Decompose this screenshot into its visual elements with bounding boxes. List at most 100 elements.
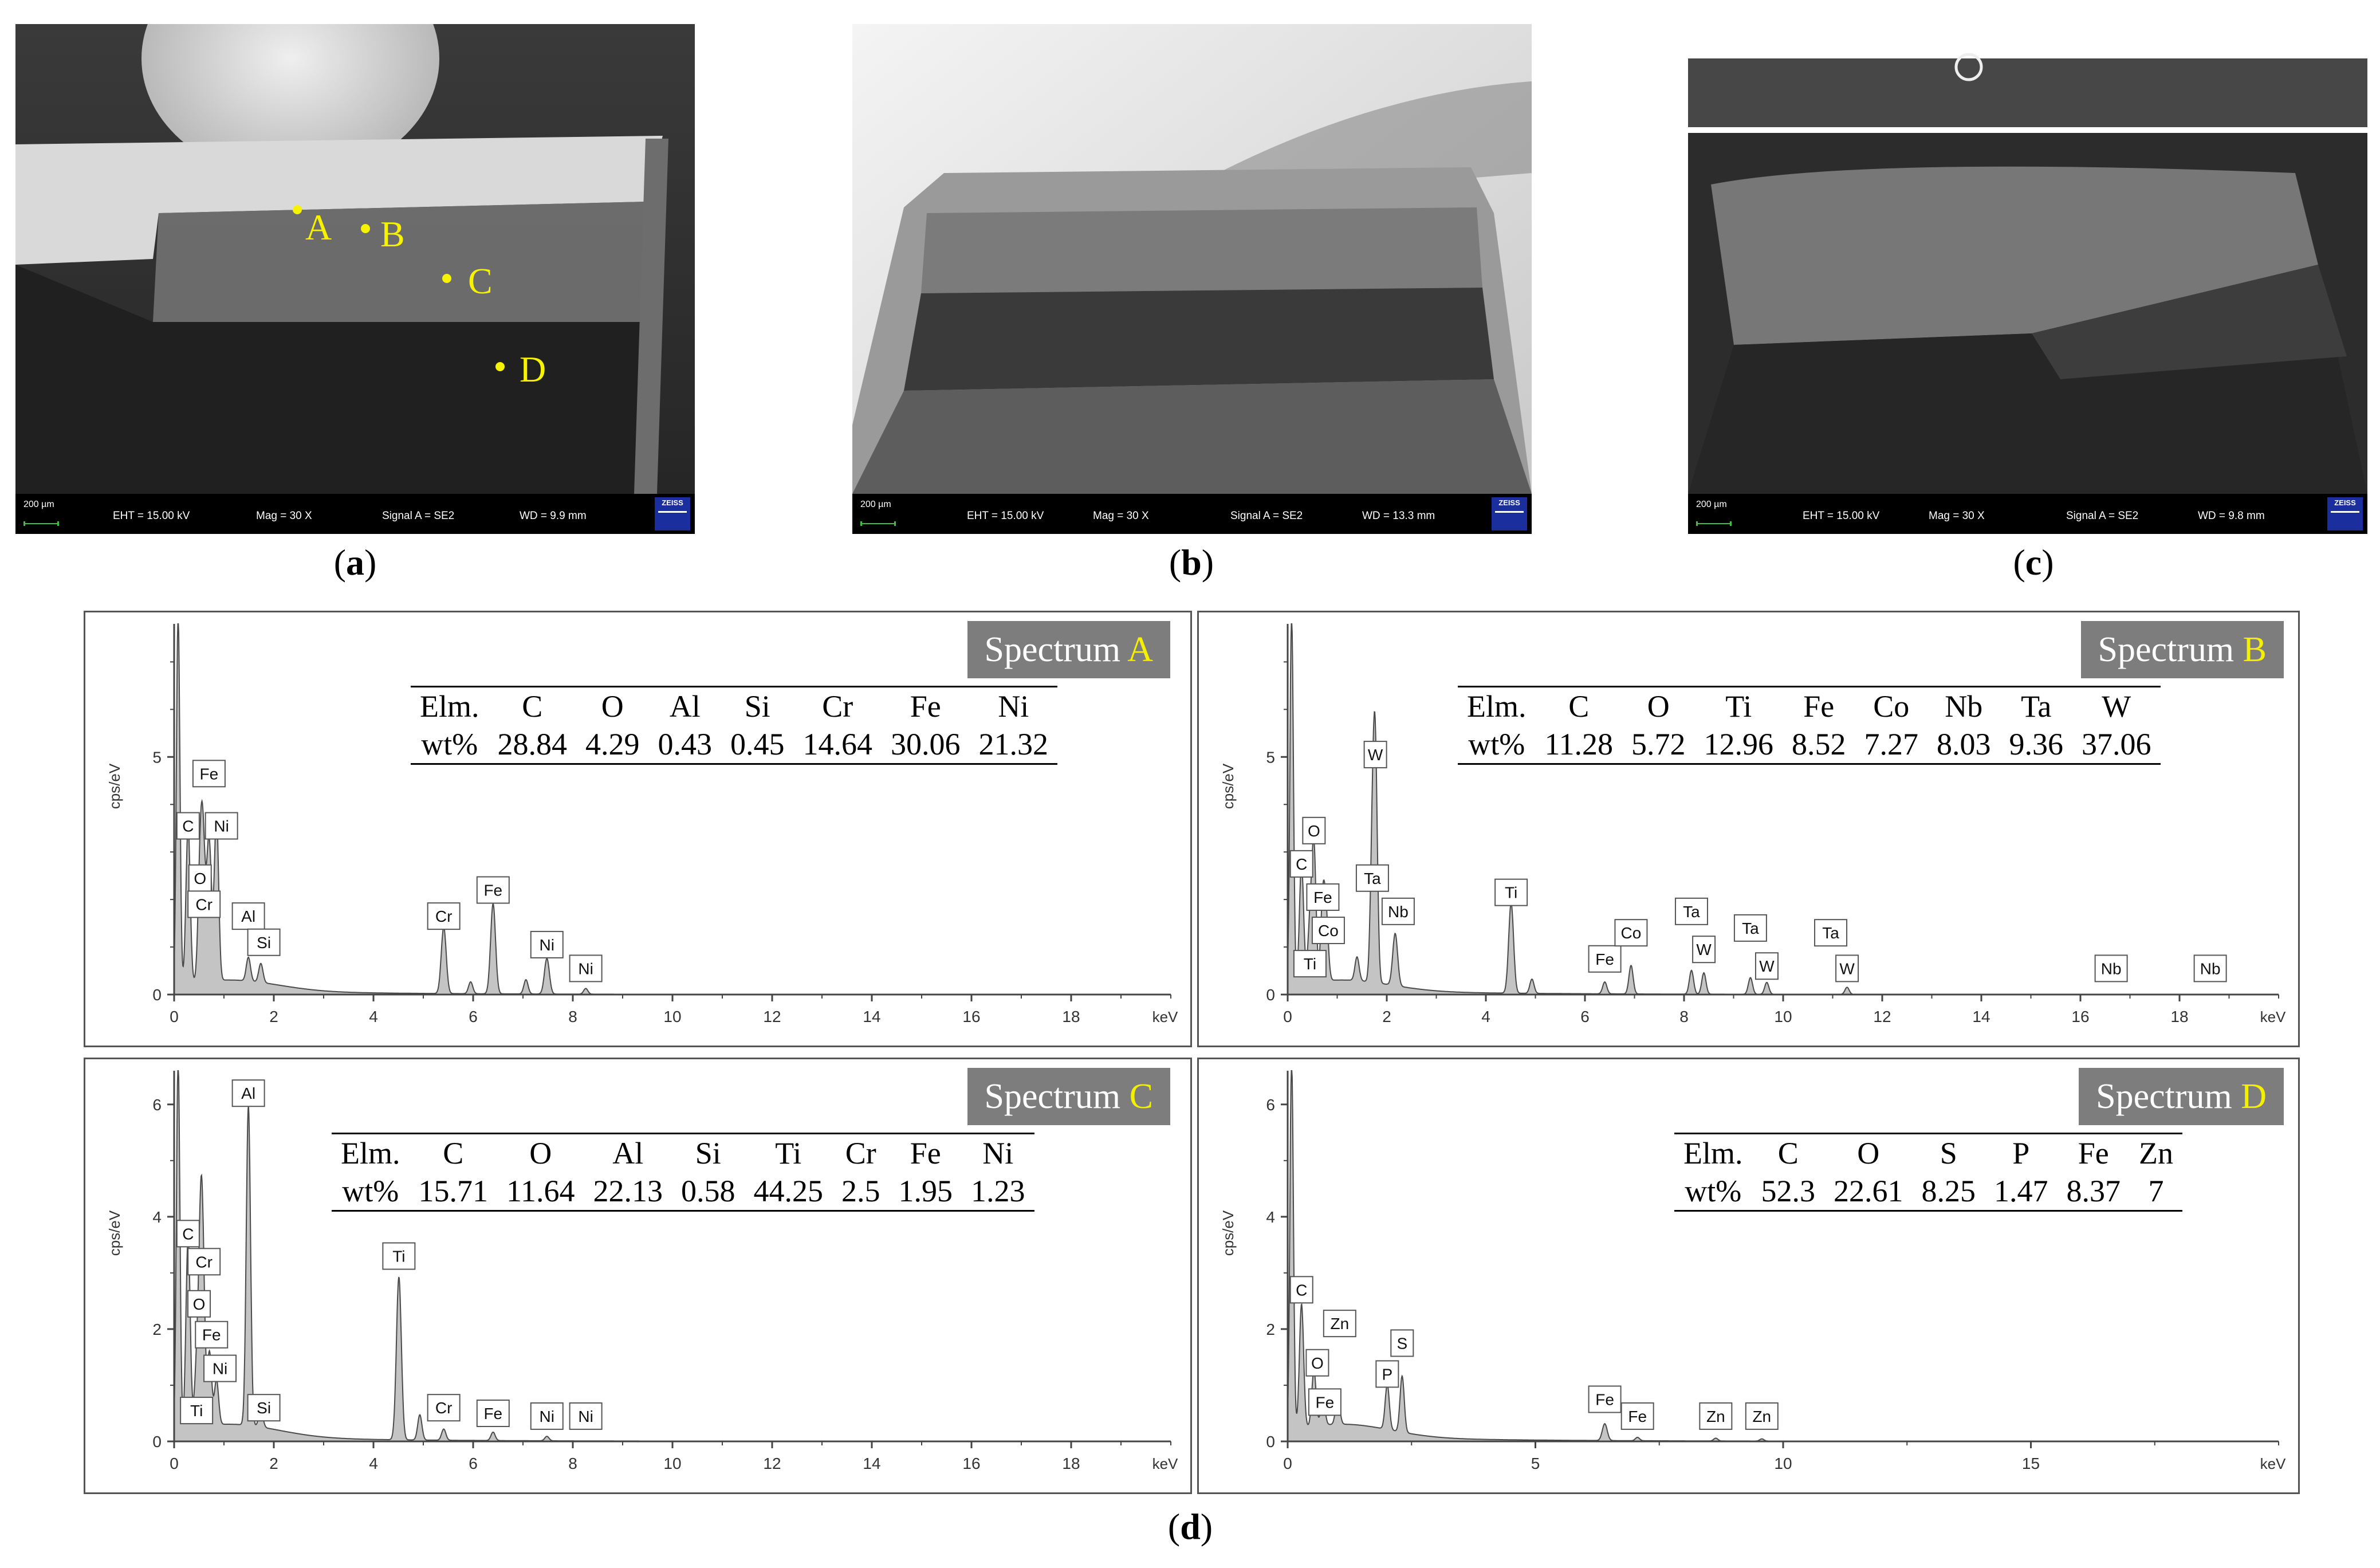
peak-label: Si: [247, 1394, 281, 1422]
scale-label: 200 µm: [23, 500, 54, 509]
peak-label: Ta: [1355, 864, 1389, 892]
spectrum-d-panel: 0 5 10 15 keV 0 2 4 6 cps/eV C Zn O Fe P S Fe Fe Zn Zn Spec…: [1197, 1058, 2300, 1494]
y-tick-label: 5: [152, 748, 162, 766]
peak-label: Ni: [530, 1402, 564, 1430]
x-tick-label: 18: [1062, 1455, 1080, 1472]
svg-text:W: W: [1759, 957, 1775, 975]
peak-label: O: [188, 864, 212, 892]
y-tick-label: 0: [1266, 1433, 1275, 1451]
y-axis-label: cps/eV: [1219, 763, 1237, 809]
y-axis-label: cps/eV: [106, 763, 123, 809]
y-axis-label: cps/eV: [106, 1210, 123, 1256]
mag-value: Mag = 30 X: [256, 510, 312, 522]
peak-label: Ni: [204, 812, 238, 840]
eht-value: EHT = 15.00 kV: [967, 510, 1044, 522]
spectrum-curve: [174, 1070, 1171, 1442]
peak-label: Fe: [192, 760, 226, 788]
peak-label: Al: [231, 1079, 265, 1107]
scale-bar: [23, 521, 59, 526]
wd-value: WD = 9.8 mm: [2198, 510, 2265, 522]
peak-label: C: [176, 1220, 200, 1248]
peak-label: C: [1289, 1276, 1313, 1304]
sem-image-c-texture: [1688, 24, 2367, 534]
svg-text:Ta: Ta: [1683, 903, 1700, 921]
y-tick-label: 6: [152, 1096, 162, 1114]
point-b-label: B: [380, 214, 405, 254]
zeiss-logo: ZEISS: [1492, 497, 1527, 530]
x-tick-label: 4: [369, 1455, 378, 1472]
spectrum-b-panel: 0 2 4 6 8 10 12 14 16 18 keV 0 5 cps/eV C O Fe Co Ti W Ta Nb T…: [1197, 611, 2300, 1047]
zeiss-logo: ZEISS: [2327, 497, 2363, 530]
eht-value: EHT = 15.00 kV: [1803, 510, 1880, 522]
x-tick-label: 5: [1531, 1455, 1540, 1472]
peak-label: W: [1835, 954, 1859, 983]
x-tick-label: 6: [469, 1455, 478, 1472]
y-tick-label: 2: [152, 1321, 162, 1338]
wd-value: WD = 13.3 mm: [1362, 510, 1435, 522]
peak-label: Fe: [1620, 1402, 1654, 1430]
x-tick-label: 4: [369, 1008, 378, 1025]
mag-value: Mag = 30 X: [1929, 510, 1985, 522]
x-axis-label: keV: [2260, 1008, 2286, 1025]
x-tick-label: 0: [170, 1008, 179, 1025]
svg-text:C: C: [1296, 1281, 1307, 1299]
signal-value: Signal A = SE2: [382, 510, 455, 522]
x-tick-label: 2: [269, 1455, 278, 1472]
spectrum-a-panel: 0 2 4 6 8 10 12 14 16 18 keV 0 5 cps/eV C Fe Ni O Cr Al Si Cr…: [84, 611, 1192, 1047]
peak-label: Cr: [187, 890, 221, 918]
sem-image-b-texture: [852, 24, 1532, 534]
peak-label: Fe: [476, 1399, 510, 1427]
peak-label: Ta: [1674, 897, 1708, 925]
scale-bar: [860, 521, 896, 526]
point-a-label: A: [305, 207, 332, 247]
peak-label: Ti: [180, 1397, 214, 1425]
peak-label: Fe: [476, 876, 510, 904]
x-tick-label: 16: [2071, 1008, 2089, 1025]
svg-text:Fe: Fe: [1628, 1408, 1647, 1425]
peak-label: Ta: [1733, 914, 1767, 942]
x-tick-label: 10: [1774, 1008, 1792, 1025]
x-tick-label: 18: [1062, 1008, 1080, 1025]
peak-label: Ni: [569, 1402, 603, 1430]
x-tick-label: 15: [2022, 1455, 2040, 1472]
svg-text:Ni: Ni: [540, 936, 554, 954]
peak-label: Ta: [1814, 919, 1848, 947]
x-tick-label: 18: [2170, 1008, 2188, 1025]
x-tick-label: 2: [1382, 1008, 1391, 1025]
peak-label: Fe: [1306, 883, 1340, 911]
svg-text:Ti: Ti: [1304, 955, 1316, 973]
x-tick-label: 8: [568, 1455, 577, 1472]
svg-text:Ti: Ti: [1505, 884, 1517, 902]
spectrum-d-plot: 0 5 10 15 keV 0 2 4 6 cps/eV C Zn O Fe PS Fe Fe Zn Zn: [1219, 1070, 2286, 1472]
peak-label: Cr: [427, 1394, 461, 1422]
svg-text:Ni: Ni: [214, 818, 229, 835]
peak-label: Nb: [2193, 954, 2227, 983]
scale-bar: [1696, 521, 1732, 526]
svg-text:W: W: [1696, 941, 1712, 958]
svg-text:Cr: Cr: [435, 907, 453, 925]
svg-text:Ti: Ti: [392, 1248, 405, 1266]
peak-label: Cr: [187, 1248, 221, 1276]
x-tick-label: 14: [863, 1455, 880, 1472]
spectrum-d-composition-table: Elm. C O S P Fe Zn wt% 52.3 22.61 8.25 1.47 8.37 7: [1674, 1133, 2182, 1212]
svg-text:Ni: Ni: [578, 1408, 593, 1425]
caption-d: (d): [1167, 1506, 1213, 1547]
svg-text:Fe: Fe: [483, 1405, 502, 1422]
point-d-label: D: [520, 349, 546, 390]
x-tick-label: 8: [568, 1008, 577, 1025]
point-b-marker: [361, 224, 370, 233]
x-tick-label: 0: [1283, 1008, 1292, 1025]
peak-label: Ni: [203, 1354, 237, 1382]
peak-label: C: [1289, 850, 1313, 878]
y-axis-label: cps/eV: [1219, 1210, 1237, 1256]
caption-a: (a): [333, 542, 377, 583]
mag-value: Mag = 30 X: [1093, 510, 1149, 522]
peak-label: Ti: [1494, 878, 1528, 906]
svg-text:Nb: Nb: [2200, 960, 2221, 977]
svg-text:Fe: Fe: [1595, 1390, 1614, 1408]
x-tick-label: 12: [763, 1008, 781, 1025]
point-c-marker: [442, 274, 451, 283]
svg-text:Si: Si: [257, 934, 271, 952]
x-tick-label: 6: [1580, 1008, 1590, 1025]
y-tick-label: 2: [1266, 1321, 1275, 1338]
